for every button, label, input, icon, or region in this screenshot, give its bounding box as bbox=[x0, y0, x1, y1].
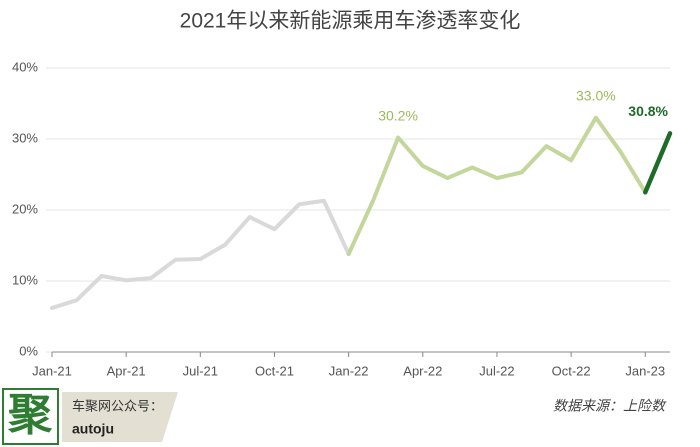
source: 数据来源：上险数 bbox=[553, 398, 667, 414]
handle: autoju bbox=[72, 421, 114, 437]
x-tick-label: Oct-21 bbox=[255, 363, 294, 378]
series-line bbox=[50, 198, 351, 310]
chart-title: 2021年以来新能源乘用车渗透率变化 bbox=[180, 10, 521, 33]
x-tick-label: Jul-22 bbox=[479, 363, 514, 378]
value-label: 33.0% bbox=[576, 87, 616, 103]
x-tick-label: Oct-22 bbox=[552, 363, 591, 378]
y-tick-label: 30% bbox=[12, 130, 38, 145]
y-tick-label: 10% bbox=[12, 272, 38, 287]
y-tick-label: 20% bbox=[12, 201, 38, 216]
x-tick-label: Apr-22 bbox=[403, 363, 442, 378]
logo: 聚 bbox=[7, 391, 53, 440]
series-line bbox=[346, 115, 648, 257]
x-tick-label: Jan-23 bbox=[625, 363, 665, 378]
value-label: 30.2% bbox=[378, 107, 418, 123]
series-line bbox=[643, 131, 673, 195]
x-tick-label: Jan-21 bbox=[32, 363, 72, 378]
value-label: 30.8% bbox=[628, 103, 668, 119]
account-badge bbox=[62, 392, 178, 442]
account: 车聚网公众号： bbox=[72, 398, 163, 413]
logo-box bbox=[2, 388, 59, 445]
x-tick-label: Apr-21 bbox=[107, 363, 146, 378]
x-tick-label: Jan-22 bbox=[329, 363, 369, 378]
x-tick-label: Jul-21 bbox=[183, 363, 218, 378]
y-tick-label: 0% bbox=[19, 343, 38, 358]
y-tick-label: 40% bbox=[12, 59, 38, 74]
